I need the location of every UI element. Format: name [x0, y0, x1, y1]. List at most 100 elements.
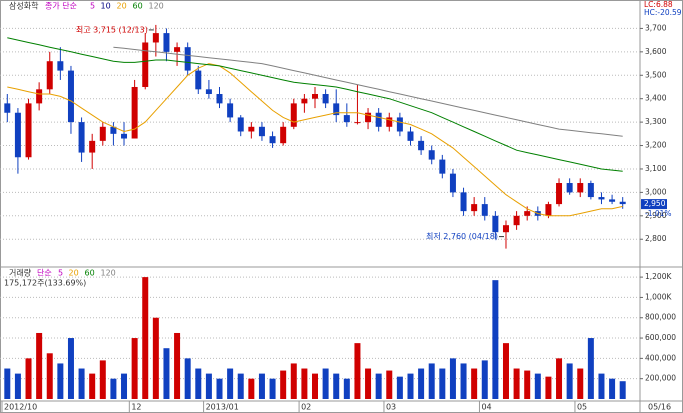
volume-bar: [89, 373, 96, 399]
volume-bar: [577, 368, 584, 399]
volume-bar: [460, 363, 467, 399]
volume-bar: [524, 370, 531, 399]
volume-bar: [471, 368, 478, 399]
volume-bar: [36, 332, 43, 399]
legend-entry: 120: [149, 2, 164, 11]
y-tick-label: 600,000: [645, 333, 676, 342]
candle-body: [67, 70, 74, 123]
candle-body: [587, 183, 594, 198]
candle-body: [4, 103, 11, 113]
candle-body: [290, 103, 297, 127]
candle-body: [428, 150, 435, 160]
candle-body: [174, 47, 181, 52]
volume-bar: [280, 370, 287, 399]
candle-body: [481, 204, 488, 216]
candle-body: [195, 70, 202, 90]
candle-body: [280, 126, 287, 144]
volume-bar: [354, 343, 361, 399]
candle-body: [248, 126, 255, 132]
y-tick-label: 400,000: [645, 353, 676, 362]
volume-bar: [609, 378, 616, 399]
volume-bar: [428, 363, 435, 399]
legend-entry: 5: [90, 2, 95, 11]
volume-bar: [322, 368, 329, 399]
legend-label: 단순: [37, 268, 52, 278]
candle-body: [449, 173, 456, 193]
volume-bar: [513, 368, 520, 399]
y-tick-label: 3,200: [645, 141, 667, 150]
volume-bar: [502, 343, 509, 399]
y-tick-label: 3,000: [645, 187, 667, 196]
volume-bar: [258, 373, 265, 399]
candle-body: [131, 86, 138, 139]
candle-body: [301, 98, 308, 104]
volume-bar: [375, 373, 382, 399]
volume-bar: [121, 373, 128, 399]
volume-bar: [237, 373, 244, 399]
candle-body: [110, 126, 117, 134]
candle-body: [513, 215, 520, 226]
volume-bar: [556, 358, 563, 399]
volume-bar: [67, 338, 74, 399]
candle-body: [184, 47, 191, 71]
candle-body: [89, 140, 96, 153]
legend-entry: 5: [58, 269, 63, 278]
volume-bar: [545, 376, 552, 399]
y-tick-label: 1,200K: [645, 272, 672, 281]
candle-body: [57, 61, 64, 71]
y-tick-label: 3,700: [645, 23, 667, 32]
candle-body: [121, 133, 128, 139]
candle-body: [312, 94, 318, 99]
change-label: -1.01%: [645, 209, 672, 218]
volume-subtitle: 175,172주(133.69%): [4, 279, 86, 288]
volume-bar: [365, 368, 372, 399]
volume-bar: [184, 358, 191, 399]
volume-bar: [587, 338, 594, 399]
candle-body: [99, 126, 106, 141]
volume-bar: [343, 378, 350, 399]
volume-bar: [312, 373, 318, 399]
lc-label: LC:6.88: [644, 0, 673, 9]
candle-body: [152, 33, 159, 43]
volume-bar: [174, 332, 181, 399]
candle-body: [418, 140, 425, 151]
volume-bar: [407, 373, 414, 399]
volume-bar: [57, 363, 64, 399]
ma-line: [113, 46, 623, 137]
legend-entry: 10: [101, 2, 111, 11]
volume-bar: [492, 280, 499, 399]
candle-body: [365, 112, 372, 123]
candle-body: [36, 89, 43, 104]
volume-bar: [152, 317, 159, 399]
candle-body: [216, 94, 223, 104]
annotation: 최고 3,715 (12/13): [76, 24, 148, 34]
legend-label: 종가 단순: [45, 1, 77, 11]
candle-body: [322, 94, 329, 104]
x-end-label: 05/16: [648, 403, 671, 412]
candle-body: [460, 192, 467, 212]
volume-bar: [46, 353, 53, 399]
candle-body: [354, 122, 361, 124]
annotation: 최저 2,760 (04/18): [426, 231, 498, 241]
candle-body: [439, 159, 446, 174]
candle-body: [619, 201, 626, 205]
candle-body: [609, 199, 616, 202]
candle-body: [577, 183, 584, 193]
candle-body: [258, 126, 265, 137]
legend-entry: 60: [85, 269, 95, 278]
last-price-label: 2,950: [644, 199, 666, 208]
x-tick-label: 02: [301, 403, 311, 412]
y-tick-label: 3,500: [645, 70, 667, 79]
x-tick-label: 2013/01: [206, 403, 239, 412]
y-tick-label: 3,100: [645, 164, 667, 173]
candle-body: [556, 183, 563, 205]
legend-entry: 60: [133, 2, 143, 11]
volume-bar: [205, 373, 212, 399]
volume-bar: [25, 358, 32, 399]
volume-bar: [4, 368, 11, 399]
x-tick-label: 2012/10: [4, 403, 37, 412]
volume-bar: [78, 368, 85, 399]
candle-body: [492, 215, 499, 233]
volume-bar: [14, 373, 21, 399]
